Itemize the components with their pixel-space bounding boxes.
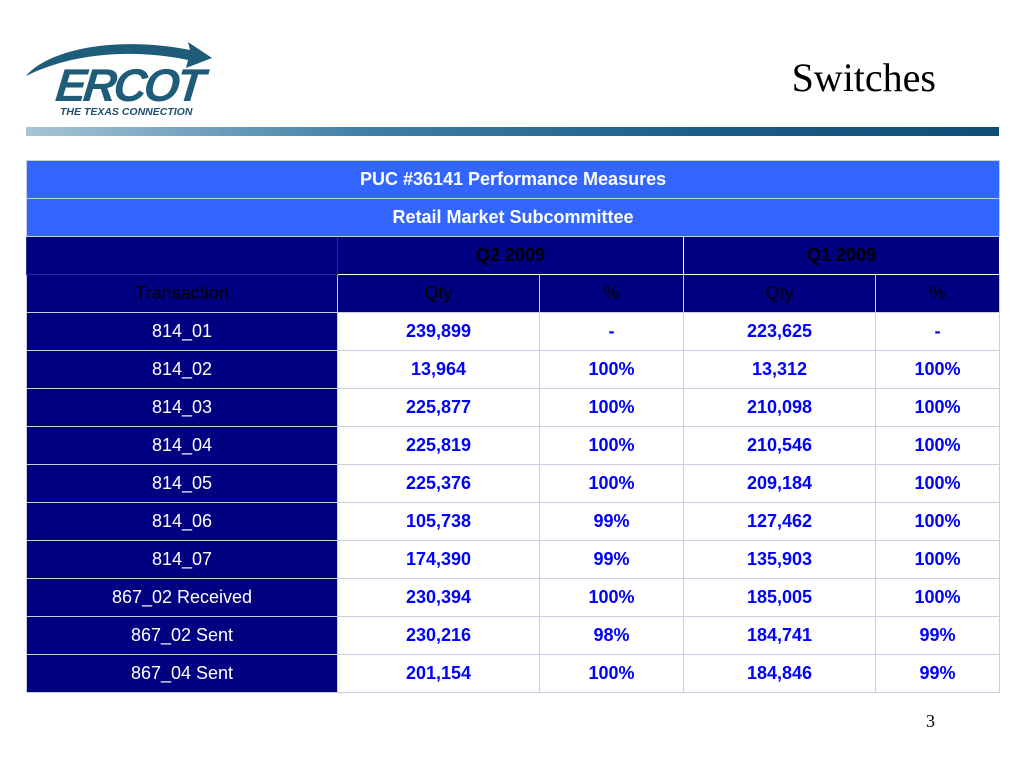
q2-pct-cell: 99% (539, 540, 684, 579)
transaction-cell: 814_07 (26, 540, 338, 579)
table-subtitle-row: Retail Market Subcommittee (25, 198, 1001, 237)
q2-pct-cell: - (539, 312, 684, 351)
q2-qty-cell: 174,390 (337, 540, 540, 579)
ercot-logo: ERCOT THE TEXAS CONNECTION (20, 28, 220, 123)
q1-qty-cell: 135,903 (683, 540, 876, 579)
column-header-q2-pct: % (539, 274, 684, 313)
q2-pct-cell: 100% (539, 464, 684, 503)
q2-qty-cell: 239,899 (337, 312, 540, 351)
period-header-row: Q2 2009 Q1 2009 (26, 236, 1001, 275)
table-row: 867_02 Received 230,394 100% 185,005 100% (26, 578, 1001, 617)
q1-qty-cell: 210,098 (683, 388, 876, 427)
transaction-cell: 814_01 (26, 312, 338, 351)
table-row: 814_04 225,819 100% 210,546 100% (26, 426, 1001, 465)
period-header-q1: Q1 2009 (682, 236, 1001, 275)
period-header-blank (26, 236, 338, 275)
column-header-q2-qty: Qty (337, 274, 540, 313)
table-title: PUC #36141 Performance Measures (25, 160, 1001, 199)
logo-swoosh-icon (26, 42, 212, 76)
q2-pct-cell: 100% (539, 350, 684, 389)
logo-wordmark: ERCOT (53, 59, 205, 111)
q2-qty-cell: 225,877 (337, 388, 540, 427)
q1-pct-cell: 100% (874, 578, 1001, 617)
q2-qty-cell: 225,376 (337, 464, 540, 503)
page-number: 3 (926, 711, 935, 731)
q1-qty-cell: 185,005 (683, 578, 876, 617)
q2-qty-cell: 201,154 (337, 654, 540, 693)
q2-pct-cell: 100% (539, 388, 684, 427)
q1-pct-cell: - (874, 312, 1001, 351)
column-header-q1-qty: Qty (683, 274, 876, 313)
logo-tagline: THE TEXAS CONNECTION (60, 106, 193, 118)
q1-qty-cell: 13,312 (683, 350, 876, 389)
q1-qty-cell: 184,741 (683, 616, 876, 655)
table-row: 814_01 239,899-223,625- (26, 312, 1001, 351)
table-title-row: PUC #36141 Performance Measures (25, 160, 1001, 199)
q2-pct-cell: 100% (539, 426, 684, 465)
q1-pct-cell: 100% (874, 540, 1001, 579)
q2-qty-cell: 105,738 (337, 502, 540, 541)
table-row: 814_07 174,390 99% 135,903 100% (26, 540, 1001, 579)
q2-qty-cell: 230,216 (337, 616, 540, 655)
table-row: 814_02 13,964 100% 13,312 100% (26, 350, 1001, 389)
transaction-cell: 814_04 (26, 426, 338, 465)
performance-table: PUC #36141 Performance Measures Retail M… (25, 160, 1001, 693)
table-row: 867_04 Sent 201,154 100% 184,846 99% (26, 654, 1001, 693)
transaction-cell: 814_03 (26, 388, 338, 427)
q1-pct-cell: 100% (874, 426, 1001, 465)
column-header-row: Transaction Qty % Qty % (26, 274, 1001, 313)
q2-pct-cell: 100% (539, 578, 684, 617)
table-subtitle: Retail Market Subcommittee (25, 198, 1001, 237)
q1-pct-cell: 100% (874, 464, 1001, 503)
transaction-cell: 867_02 Sent (26, 616, 338, 655)
q2-qty-cell: 230,394 (337, 578, 540, 617)
page-title: Switches (791, 55, 936, 100)
transaction-cell: 814_05 (26, 464, 338, 503)
q1-qty-cell: 210,546 (683, 426, 876, 465)
table-row: 814_03 225,877 100% 210,098 100% (26, 388, 1001, 427)
q1-pct-cell: 100% (874, 350, 1001, 389)
column-header-q1-pct: % (874, 274, 1001, 313)
header-divider (26, 127, 999, 136)
transaction-cell: 867_04 Sent (26, 654, 338, 693)
table-row: 814_06 105,738 99% 127,462 100% (26, 502, 1001, 541)
transaction-cell: 814_02 (26, 350, 338, 389)
q1-qty-cell: 184,846 (683, 654, 876, 693)
q1-qty-cell: 209,184 (683, 464, 876, 503)
q1-pct-cell: 100% (874, 388, 1001, 427)
q1-qty-cell: 127,462 (683, 502, 876, 541)
q1-qty-cell: 223,625 (683, 312, 876, 351)
table-row: 867_02 Sent 230,216 98% 184,741 99% (26, 616, 1001, 655)
column-header-transaction: Transaction (26, 274, 338, 313)
period-header-q2: Q2 2009 (337, 236, 684, 275)
q1-pct-cell: 99% (874, 654, 1001, 693)
q2-qty-cell: 13,964 (337, 350, 540, 389)
table-row: 814_05 225,376 100% 209,184 100% (26, 464, 1001, 503)
transaction-cell: 867_02 Received (26, 578, 338, 617)
q1-pct-cell: 99% (874, 616, 1001, 655)
q2-pct-cell: 100% (539, 654, 684, 693)
q1-pct-cell: 100% (874, 502, 1001, 541)
q2-qty-cell: 225,819 (337, 426, 540, 465)
transaction-cell: 814_06 (26, 502, 338, 541)
q2-pct-cell: 98% (539, 616, 684, 655)
q2-pct-cell: 99% (539, 502, 684, 541)
